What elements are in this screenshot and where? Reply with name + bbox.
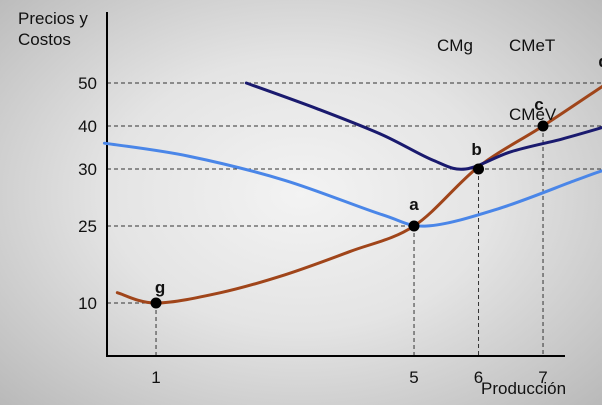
y-tick-10: 10 [78,294,97,313]
point-g [150,297,162,309]
tick-labels: 156781025304050 [78,74,548,387]
point-c [537,120,549,132]
data-points: gabcdef [150,52,602,309]
point-a [408,220,420,232]
x-axis-title: Producción [481,379,566,398]
point-label-d: d [598,52,602,71]
y-axis-title-line2: Costos [18,30,71,49]
axes [106,12,565,357]
x-tick-1: 1 [151,368,160,387]
point-label-g: g [155,278,165,297]
series-label-cmet: CMeT [509,36,555,55]
y-tick-25: 25 [78,217,97,236]
x-tick-6: 6 [474,368,483,387]
point-b [473,163,485,175]
x-tick-5: 5 [409,368,418,387]
point-label-c: c [534,95,543,114]
y-tick-30: 30 [78,160,97,179]
point-label-a: a [409,195,419,214]
series-label-cmg: CMg [437,36,473,55]
curves [102,81,602,305]
series-label-cmev: CMeV [509,105,557,124]
y-tick-40: 40 [78,117,97,136]
curve-cmet [244,81,602,171]
curve-cmev [102,141,602,228]
y-axis-title-line1: Precios y [18,9,88,28]
point-label-b: b [471,140,481,159]
x-tick-7: 7 [538,368,547,387]
y-tick-50: 50 [78,74,97,93]
text-labels: Precios y Costos Producción CMg CMeT CMe… [18,9,566,398]
dashed-guide-lines [107,82,602,356]
curve-cmg [115,84,602,305]
